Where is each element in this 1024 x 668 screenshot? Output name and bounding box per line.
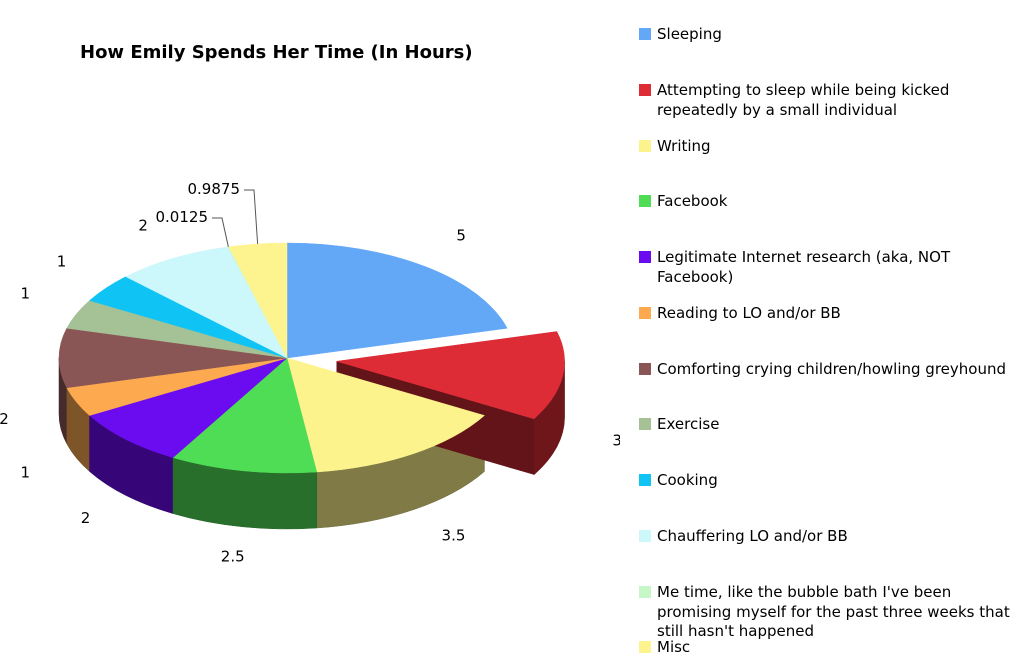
legend-label: Misc bbox=[657, 638, 691, 656]
slice-chauffering-lo-and-or-bb bbox=[125, 246, 288, 359]
slice-value-label: 2 bbox=[138, 216, 148, 234]
legend-label: Chauffering LO and/or BB bbox=[657, 527, 848, 545]
slice-value-label: 1 bbox=[57, 253, 67, 271]
slice-value-label: 0.0125 bbox=[156, 208, 209, 226]
legend-swatch bbox=[639, 28, 651, 40]
legend-swatch bbox=[639, 586, 651, 598]
slice-legitimate-internet-research-aka-not-fac bbox=[89, 357, 288, 458]
legend-swatch bbox=[639, 474, 651, 486]
slice-comforting-crying-children-howling-greyh bbox=[58, 327, 288, 389]
legend-swatch bbox=[639, 84, 651, 96]
slice-value-label: 2 bbox=[81, 509, 91, 527]
legend-label: Attempting to sleep while being kicked r… bbox=[657, 81, 950, 119]
slice-writing bbox=[286, 357, 485, 473]
legend-label: Cooking bbox=[657, 471, 718, 489]
legend-swatch bbox=[639, 641, 651, 653]
legend-swatch bbox=[639, 530, 651, 542]
pie-chart: How Emily Spends Her Time (In Hours) 5 3 3… bbox=[0, 42, 620, 566]
legend-swatch bbox=[639, 363, 651, 375]
slice-value-label: 1 bbox=[20, 464, 30, 482]
legend-label: Legitimate Internet research (aka, NOT F… bbox=[657, 248, 951, 286]
legend-swatch bbox=[639, 195, 651, 207]
slice-value-label: 0.9875 bbox=[188, 180, 241, 198]
slice-facebook bbox=[172, 357, 318, 474]
legend-swatch bbox=[639, 140, 651, 152]
legend-label: Writing bbox=[657, 137, 711, 155]
slice-value-label: 1 bbox=[20, 284, 30, 302]
legend-label: Me time, like the bubble bath I've been … bbox=[657, 583, 1010, 640]
legend-label: Comforting crying children/howling greyh… bbox=[657, 360, 1006, 378]
slice-value-label: 3 bbox=[612, 432, 620, 450]
slice-value-label: 2 bbox=[0, 410, 9, 428]
slice-value-label: 3.5 bbox=[442, 527, 466, 545]
leader-line-0-9875 bbox=[244, 189, 259, 244]
slice-value-label: 5 bbox=[456, 227, 466, 245]
legend-swatch bbox=[639, 307, 651, 319]
legend-swatch bbox=[639, 418, 651, 430]
slice-sleeping bbox=[286, 242, 508, 359]
legend-label: Facebook bbox=[657, 192, 728, 210]
slice-value-label: 2.5 bbox=[221, 548, 245, 566]
legend: Sleeping Attempting to sleep while being … bbox=[639, 0, 1024, 668]
slice-attempting-to-sleep-while-being-kicked-r bbox=[336, 331, 565, 420]
legend-label: Exercise bbox=[657, 415, 720, 433]
legend-label: Sleeping bbox=[657, 25, 722, 43]
slice-misc bbox=[228, 242, 288, 359]
pie-tops bbox=[58, 242, 565, 474]
leader-line-0-0125 bbox=[212, 217, 229, 247]
chart-title: How Emily Spends Her Time (In Hours) bbox=[80, 42, 473, 63]
legend-swatch bbox=[639, 251, 651, 263]
legend-label: Reading to LO and/or BB bbox=[657, 304, 841, 322]
pie-svg: 5 3 3.5 2.5 2 1 2 1 1 2 0.0125 0.9875 bbox=[0, 180, 620, 566]
slice-labels: 5 3 3.5 2.5 2 1 2 1 1 2 0.0125 0.9875 bbox=[0, 180, 620, 566]
